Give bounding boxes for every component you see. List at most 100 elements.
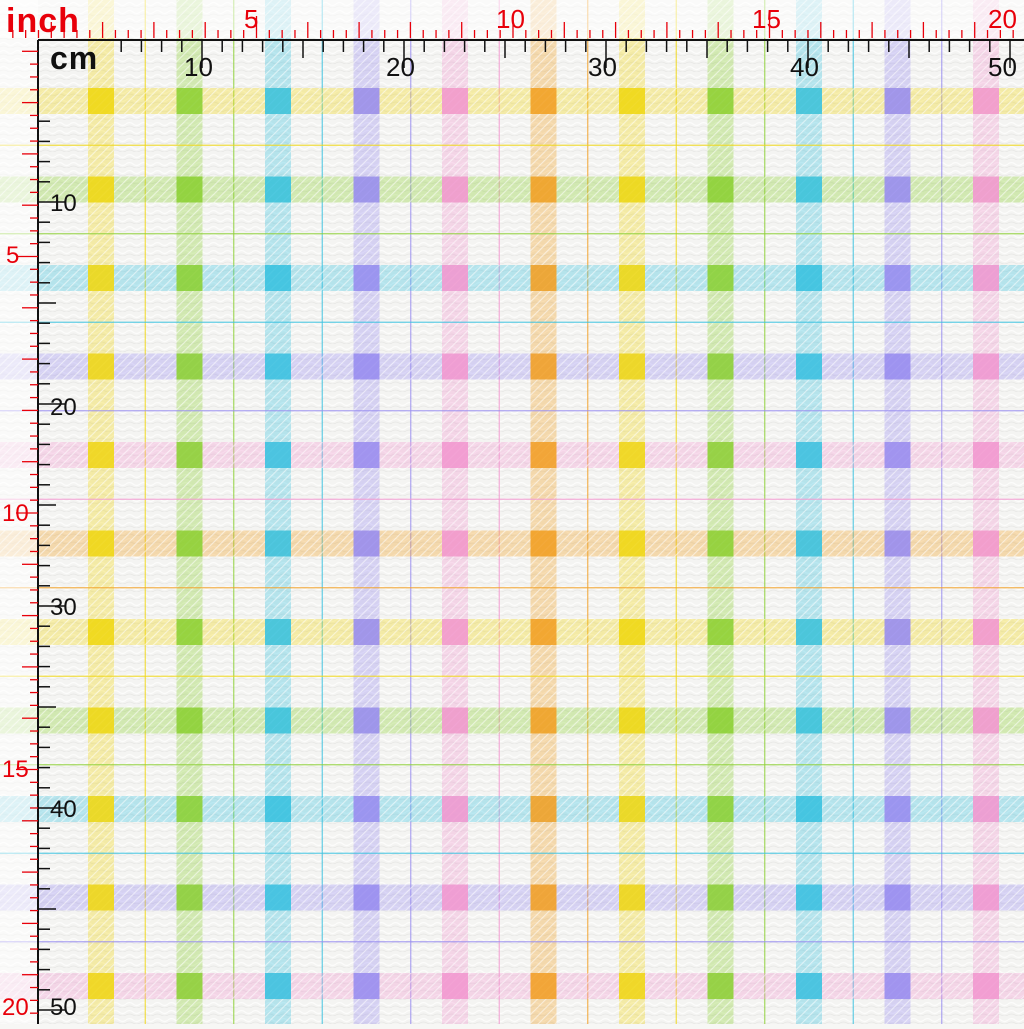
check-square xyxy=(442,707,468,734)
check-square xyxy=(353,884,380,911)
cm-left-tick-20: 20 xyxy=(50,394,77,421)
check-square xyxy=(353,88,380,114)
check-square xyxy=(796,530,822,557)
check-square xyxy=(619,796,645,822)
check-square xyxy=(265,796,291,822)
check-square xyxy=(442,353,468,380)
inch-ruler-left xyxy=(0,0,38,1024)
check-square xyxy=(796,442,822,468)
check-square xyxy=(973,796,999,822)
check-square xyxy=(88,796,114,822)
cm-top-tick-40: 40 xyxy=(790,52,819,82)
check-square xyxy=(265,88,291,114)
vertical-stripe-hatch xyxy=(707,0,734,1024)
check-square xyxy=(442,176,468,203)
check-square xyxy=(707,530,734,557)
cm-left-tick-40: 40 xyxy=(50,796,77,823)
check-square xyxy=(973,88,999,114)
check-square xyxy=(707,442,734,468)
vertical-stripe-hatch xyxy=(796,0,822,1024)
check-square xyxy=(530,442,557,468)
check-square xyxy=(796,707,822,734)
check-square xyxy=(707,88,734,114)
check-square xyxy=(707,707,734,734)
check-square xyxy=(796,973,822,999)
check-square xyxy=(88,530,114,557)
check-square xyxy=(707,796,734,822)
check-square xyxy=(265,176,291,203)
check-square xyxy=(176,619,203,645)
check-square xyxy=(619,176,645,203)
horizontal-stripe-hatch xyxy=(0,619,1024,645)
check-square xyxy=(176,442,203,468)
check-square xyxy=(176,707,203,734)
check-square xyxy=(88,176,114,203)
vertical-stripe-hatch xyxy=(619,0,645,1024)
check-square xyxy=(530,265,557,291)
check-square xyxy=(530,176,557,203)
check-square xyxy=(88,265,114,291)
check-square xyxy=(707,176,734,203)
check-square xyxy=(353,707,380,734)
check-square xyxy=(707,884,734,911)
vertical-stripe-hatch xyxy=(442,0,468,1024)
inch-ruler-top xyxy=(0,0,1024,38)
check-square xyxy=(176,176,203,203)
check-square xyxy=(796,88,822,114)
inch-left-tick-20: 20 xyxy=(2,994,29,1021)
vertical-stripe-hatch xyxy=(973,0,999,1024)
check-square xyxy=(442,973,468,999)
check-square xyxy=(353,353,380,380)
check-square xyxy=(353,442,380,468)
check-square xyxy=(796,265,822,291)
check-square xyxy=(176,88,203,114)
check-square xyxy=(619,88,645,114)
check-square xyxy=(619,707,645,734)
check-square xyxy=(796,884,822,911)
check-square xyxy=(265,353,291,380)
check-square xyxy=(973,353,999,380)
check-square xyxy=(176,265,203,291)
check-square xyxy=(265,707,291,734)
check-square xyxy=(176,353,203,380)
vertical-stripe-hatch xyxy=(530,0,557,1024)
inch-left-tick-10: 10 xyxy=(2,500,29,527)
check-square xyxy=(796,176,822,203)
check-square xyxy=(884,973,911,999)
check-square xyxy=(442,796,468,822)
horizontal-stripe-hatch xyxy=(0,884,1024,911)
horizontal-stripe-hatch xyxy=(0,353,1024,380)
check-square xyxy=(353,796,380,822)
check-square xyxy=(796,353,822,380)
check-square xyxy=(442,265,468,291)
check-square xyxy=(619,530,645,557)
cm-left-tick-50: 50 xyxy=(50,994,77,1021)
check-square xyxy=(353,176,380,203)
check-square xyxy=(265,884,291,911)
check-square xyxy=(973,619,999,645)
check-square xyxy=(973,884,999,911)
check-square xyxy=(884,796,911,822)
check-square xyxy=(530,88,557,114)
check-square xyxy=(973,530,999,557)
check-square xyxy=(530,796,557,822)
check-square xyxy=(265,619,291,645)
check-square xyxy=(884,442,911,468)
check-square xyxy=(619,442,645,468)
check-square xyxy=(707,353,734,380)
check-square xyxy=(442,884,468,911)
inch-left-tick-5: 5 xyxy=(6,242,20,269)
check-square xyxy=(884,88,911,114)
check-square xyxy=(353,530,380,557)
check-square xyxy=(88,884,114,911)
inch-top-tick-5: 5 xyxy=(244,4,259,34)
check-square xyxy=(176,973,203,999)
check-square xyxy=(884,353,911,380)
check-square xyxy=(619,265,645,291)
vertical-stripe-hatch xyxy=(88,0,114,1024)
check-square xyxy=(88,442,114,468)
horizontal-stripe-hatch xyxy=(0,707,1024,734)
